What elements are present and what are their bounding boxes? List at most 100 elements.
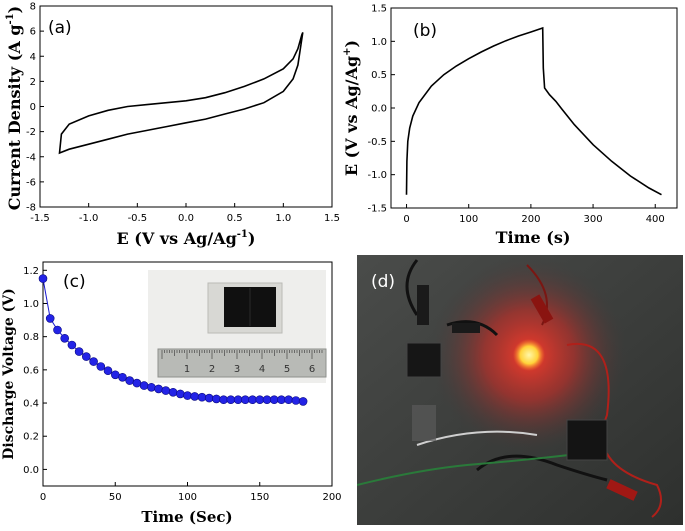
x-tick-label: 100 [178, 492, 197, 503]
y-tick-label: 8 [30, 2, 36, 13]
alligator-clip-2 [452, 323, 480, 333]
x-tick-label: 1.5 [324, 213, 340, 224]
panel-a-label: (a) [48, 18, 72, 38]
data-point [118, 372, 127, 382]
y-tick-label: 1.0 [23, 299, 39, 310]
data-point [190, 392, 199, 401]
data-point [284, 395, 293, 405]
panel-a-ticks: -1.5 -1.0 -0.5 0.0 0.5 1.0 1.5 -8 -6 -4 -2 0 2 4 6 8 [26, 2, 340, 225]
y-tick-label: 1.0 [371, 37, 387, 48]
wire-black-2 [446, 320, 499, 337]
wire-green [357, 452, 588, 486]
panel-c-label: (c) [63, 272, 86, 292]
y-tick-label: 0 [30, 102, 36, 113]
panel-a: (a) -1.5 -1.0 -0.5 0.0 0.5 1.0 1.5 -8 -6 -4 -2 0 2 4 6… [5, 2, 340, 249]
y-tick-label: -2 [26, 127, 36, 138]
data-point [197, 392, 207, 402]
y-tick-label: 0.0 [23, 465, 39, 476]
wire-black-1 [405, 259, 419, 316]
panel-d-photo: (d) [357, 255, 683, 525]
data-point [277, 395, 286, 405]
panel-b-xlabel: Time (s) [496, 228, 571, 247]
y-tick-label: 0.0 [371, 104, 387, 115]
data-point [204, 393, 214, 403]
x-tick-label: 200 [521, 214, 540, 225]
panel-c-points [38, 274, 308, 406]
device-box-1 [406, 342, 442, 378]
data-point [248, 395, 257, 405]
alligator-clip-5 [412, 405, 436, 441]
panel-a-ylabel: Current Density (A g-1) [5, 6, 24, 210]
x-tick-label: -1.0 [79, 213, 99, 224]
x-tick-label: 0.5 [227, 213, 243, 224]
alligator-clip-4 [530, 294, 554, 324]
data-point [53, 325, 62, 335]
data-point [183, 391, 192, 400]
data-point [89, 357, 98, 366]
panel-c-ticks: 0 50 100 150 200 0.0 0.2 0.4 0.6 0.8 1.0 1.2 [23, 266, 341, 503]
alligator-clip-3 [606, 479, 638, 501]
y-tick-label: -6 [26, 177, 36, 188]
y-tick-label: 0.4 [23, 399, 39, 410]
ruler-number: 3 [234, 364, 240, 375]
x-tick-label: 100 [459, 214, 478, 225]
y-tick-label: 4 [30, 52, 36, 63]
y-tick-label: -1.0 [367, 170, 387, 181]
y-tick-label: 1.5 [371, 4, 387, 15]
panel-b-gcd-curve [405, 26, 662, 196]
panel-a-frame [39, 5, 333, 208]
panel-c-inset-photo: 1 2 3 4 5 6 [148, 270, 327, 383]
y-tick-label: 0.2 [23, 432, 39, 443]
data-point [111, 370, 120, 380]
data-point [298, 397, 308, 406]
data-point [82, 352, 91, 361]
y-tick-label: -0.5 [367, 137, 387, 148]
x-tick-label: 1.0 [275, 213, 291, 224]
panel-b: (b) 0 100 200 300 400 -1.5 -1.0 -0.5 0.0 0.5 1.0 1.… [342, 4, 678, 247]
data-point [125, 376, 134, 385]
data-point [262, 395, 272, 405]
data-point [132, 378, 142, 388]
wire-black-3 [476, 454, 608, 482]
panel-c-ylabel: Discharge Voltage (V) [1, 288, 17, 460]
y-tick-label: 0.8 [23, 332, 39, 343]
x-tick-label: 400 [646, 214, 665, 225]
ruler-number: 6 [309, 364, 315, 375]
panel-d-label: (d) [371, 272, 395, 292]
data-point [154, 384, 163, 394]
data-point [139, 381, 149, 390]
ruler-number: 4 [259, 364, 265, 375]
ruler-number: 2 [209, 364, 215, 375]
data-point [291, 396, 301, 405]
led-bulb-glow [513, 339, 545, 371]
y-tick-label: 0.5 [371, 70, 387, 81]
data-point [74, 347, 84, 356]
alligator-clip-1 [417, 285, 429, 325]
data-point [233, 395, 243, 405]
data-point [255, 395, 265, 405]
data-point [241, 395, 250, 405]
x-tick-label: 50 [109, 492, 122, 503]
data-point [67, 340, 77, 350]
y-tick-label: -4 [26, 152, 36, 163]
data-point [212, 394, 221, 404]
x-tick-label: -0.5 [128, 213, 148, 224]
x-tick-label: 0 [40, 492, 46, 503]
data-point [168, 387, 178, 397]
y-tick-label: 2 [30, 77, 36, 88]
inset-ruler [157, 348, 327, 378]
ruler-number: 1 [184, 364, 190, 375]
data-point [176, 389, 185, 399]
data-point [60, 333, 69, 343]
panel-a-cv-curve [58, 32, 304, 155]
data-point [161, 386, 171, 395]
y-tick-label: -8 [26, 203, 36, 214]
x-tick-label: 300 [584, 214, 603, 225]
data-point [45, 314, 55, 323]
y-tick-label: -1.5 [367, 204, 387, 215]
panel-a-xlabel: E (V vs Ag/Ag-1) [117, 229, 256, 248]
panel-c-xlabel: Time (Sec) [141, 508, 232, 526]
panel-c: 1 2 3 4 5 6 (c) 0 50 100 150 200 0.0 0.2 0.4 0.6 0.8 1.… [1, 261, 342, 526]
y-tick-label: 6 [30, 27, 36, 38]
